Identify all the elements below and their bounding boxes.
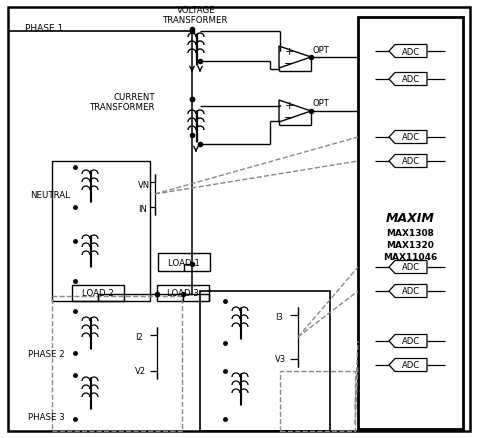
Text: TRANSFORMER: TRANSFORMER [163,15,229,25]
Polygon shape [389,155,427,168]
Text: ADC: ADC [402,263,420,272]
Text: MAX11046: MAX11046 [383,253,437,262]
Text: PHASE 1: PHASE 1 [25,24,63,32]
Text: ADC: ADC [402,287,420,296]
Text: LOAD 1: LOAD 1 [168,258,200,267]
Text: I2: I2 [135,333,143,342]
Text: CURRENT: CURRENT [113,93,155,102]
Bar [52,297,182,431]
Text: ADC: ADC [402,75,420,84]
Text: ADC: ADC [402,47,420,57]
Polygon shape [389,73,427,86]
Bar [358,18,463,429]
Text: −: − [284,113,293,123]
Text: IN: IN [138,205,147,214]
Text: VN: VN [138,180,150,189]
Polygon shape [389,261,427,274]
Bar [52,162,150,301]
Text: +: + [284,47,293,57]
Text: MAX1308: MAX1308 [386,229,434,238]
Polygon shape [389,46,427,58]
Text: ADC: ADC [402,133,420,142]
Text: LOAD 2: LOAD 2 [82,289,114,298]
Text: V2: V2 [135,367,146,376]
Text: +: + [284,101,293,111]
Text: OPT: OPT [313,99,330,108]
Text: MAX1320: MAX1320 [386,241,434,250]
Text: MAXIM: MAXIM [386,211,435,224]
Text: −: − [284,59,293,69]
Polygon shape [389,285,427,298]
Text: OPT: OPT [313,46,330,54]
Text: PHASE 2: PHASE 2 [28,350,65,359]
Text: ADC: ADC [402,157,420,166]
Text: LOAD 3: LOAD 3 [167,289,199,298]
Bar [158,254,210,272]
Polygon shape [389,359,427,372]
Text: PHASE 3: PHASE 3 [28,413,65,421]
Polygon shape [389,131,427,144]
Text: V3: V3 [275,355,286,364]
Bar [72,285,124,301]
Bar [157,285,209,301]
Text: TRANSFORMER: TRANSFORMER [89,103,155,112]
Bar [200,291,330,431]
Text: ADC: ADC [402,360,420,370]
Bar [280,371,355,431]
Text: I3: I3 [275,313,283,322]
Text: VOLTAGE: VOLTAGE [177,6,216,14]
Polygon shape [389,335,427,348]
Text: ADC: ADC [402,337,420,346]
Text: NEUTRAL: NEUTRAL [30,190,70,199]
